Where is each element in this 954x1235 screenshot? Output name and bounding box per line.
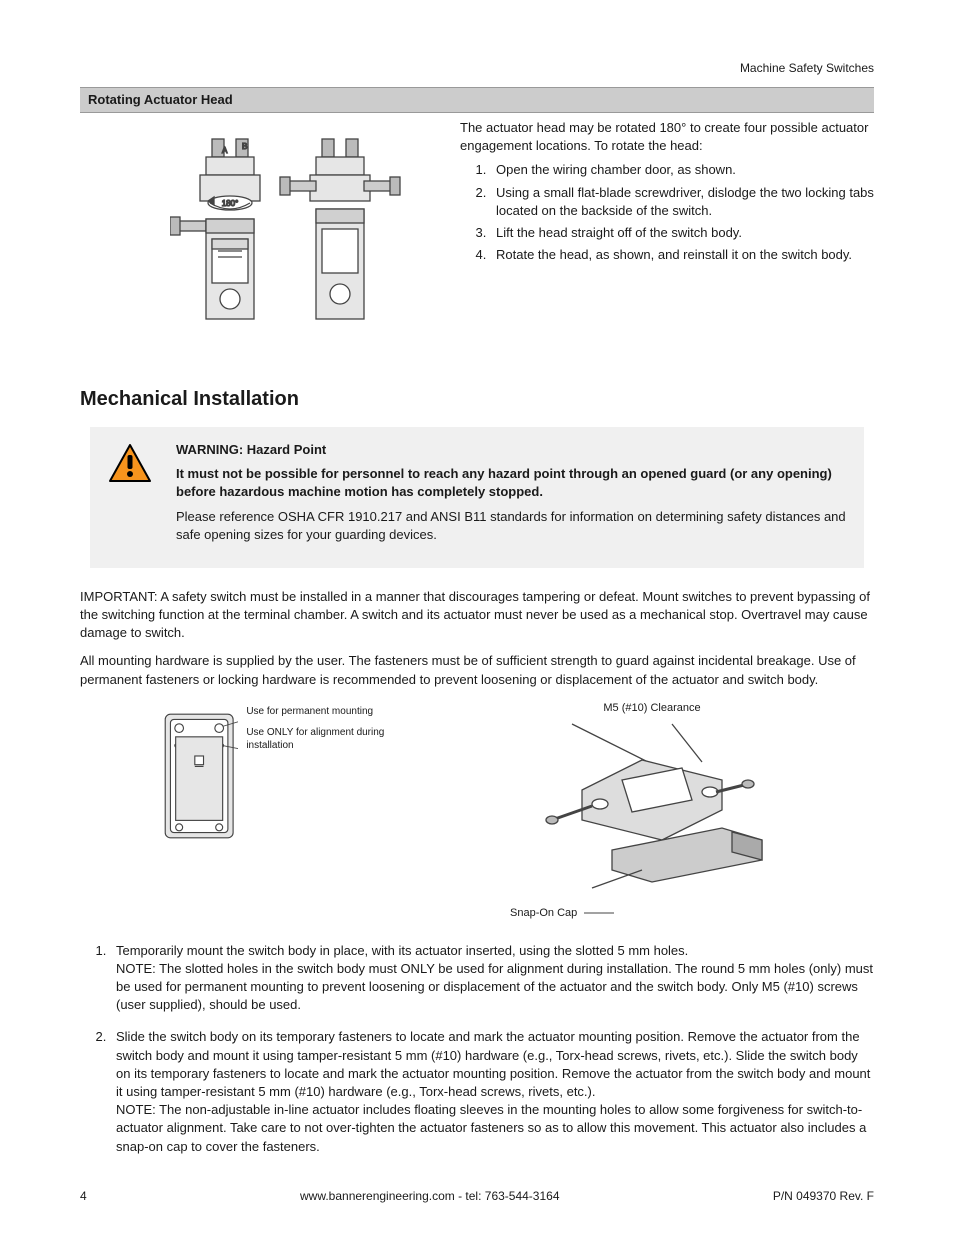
document-header: Machine Safety Switches xyxy=(80,60,874,77)
footer-page-number: 4 xyxy=(80,1188,87,1205)
page-footer: 4 www.bannerengineering.com - tel: 763-5… xyxy=(80,1188,874,1205)
step-main: Temporarily mount the switch body in pla… xyxy=(116,943,688,958)
rotating-head-row: 180° A B xyxy=(80,119,874,359)
fig-label-a: A xyxy=(222,146,228,155)
label-snap-on-cap: Snap-On Cap xyxy=(430,906,614,921)
footer-partnum: P/N 049370 Rev. F xyxy=(773,1188,874,1205)
fig-label-180: 180° xyxy=(222,199,239,208)
list-item: Rotate the head, as shown, and reinstall… xyxy=(490,246,874,264)
step-note: NOTE: The slotted holes in the switch bo… xyxy=(116,961,873,1012)
section-title-mechanical-install: Mechanical Installation xyxy=(80,385,874,413)
step-main: Slide the switch body on its temporary f… xyxy=(116,1029,870,1099)
warning-callout: WARNING: Hazard Point It must not be pos… xyxy=(90,427,864,568)
warning-heading: WARNING: Hazard Point xyxy=(176,442,326,457)
install-step-2: Slide the switch body on its temporary f… xyxy=(110,1028,874,1155)
mounting-figures: Use for permanent mounting Use ONLY for … xyxy=(80,701,874,922)
list-item: Open the wiring chamber door, as shown. xyxy=(490,161,874,179)
rotating-head-intro: The actuator head may be rotated 180° to… xyxy=(460,119,874,155)
switch-body-figure: Use for permanent mounting Use ONLY for … xyxy=(80,701,410,922)
warning-text: Please reference OSHA CFR 1910.217 and A… xyxy=(176,508,846,544)
label-alignment-only: Use ONLY for alignment during installati… xyxy=(246,726,410,752)
important-paragraph: IMPORTANT: A safety switch must be insta… xyxy=(80,588,874,643)
fig-label-b: B xyxy=(242,142,247,151)
label-permanent-mounting: Use for permanent mounting xyxy=(246,705,410,718)
rotating-head-text: The actuator head may be rotated 180° to… xyxy=(460,119,874,359)
label-m5-clearance: M5 (#10) Clearance xyxy=(603,701,700,716)
rotating-head-steps: Open the wiring chamber door, as shown. … xyxy=(460,161,874,264)
warning-body: WARNING: Hazard Point It must not be pos… xyxy=(176,441,846,550)
mounting-paragraph: All mounting hardware is supplied by the… xyxy=(80,652,874,688)
footer-center: www.bannerengineering.com - tel: 763-544… xyxy=(300,1188,560,1205)
switch-body-labels: Use for permanent mounting Use ONLY for … xyxy=(238,701,410,752)
warning-bold-body: It must not be possible for personnel to… xyxy=(176,466,832,499)
list-item: Using a small flat-blade screwdriver, di… xyxy=(490,184,874,220)
section-title-rotating-head: Rotating Actuator Head xyxy=(80,87,874,113)
install-step-1: Temporarily mount the switch body in pla… xyxy=(110,942,874,1015)
actuator-mount-figure: M5 (#10) Clearance xyxy=(430,701,874,922)
warning-icon xyxy=(108,441,152,550)
list-item: Lift the head straight off of the switch… xyxy=(490,224,874,242)
rotating-head-figure: 180° A B xyxy=(80,119,440,359)
step-note: NOTE: The non-adjustable in-line actuato… xyxy=(116,1102,866,1153)
installation-steps: Temporarily mount the switch body in pla… xyxy=(80,942,874,1156)
